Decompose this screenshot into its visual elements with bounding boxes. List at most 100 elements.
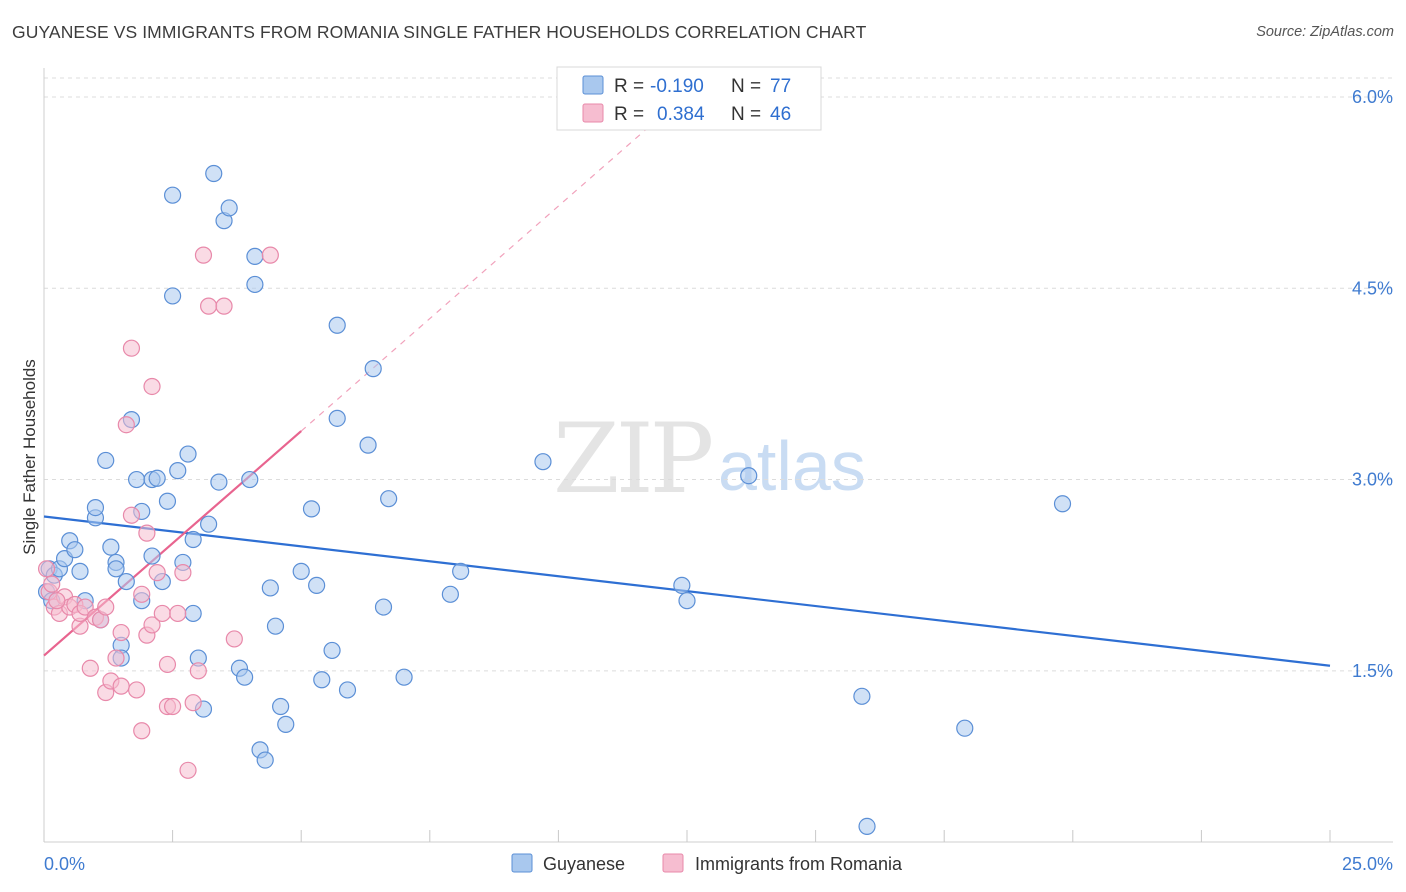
point-romania bbox=[261, 246, 279, 264]
point-guyanese bbox=[272, 697, 290, 716]
point-romania bbox=[133, 585, 151, 603]
bottom-legend-swatch-pink bbox=[662, 853, 684, 873]
point-guyanese bbox=[323, 641, 341, 660]
point-guyanese bbox=[246, 247, 264, 265]
point-guyanese bbox=[673, 576, 691, 594]
point-romania bbox=[194, 246, 213, 264]
y-tick-label: 3.0% bbox=[1352, 470, 1393, 490]
legend-n-value-pink: 46 bbox=[770, 104, 791, 125]
point-romania bbox=[107, 649, 125, 667]
point-guyanese bbox=[534, 453, 552, 471]
y-tick-label: 6.0% bbox=[1352, 87, 1393, 107]
x-tick-label-max: 25.0% bbox=[1342, 854, 1393, 874]
legend-swatch-pink bbox=[582, 103, 604, 123]
legend-n-label-pink: N = bbox=[731, 104, 761, 125]
point-romania bbox=[143, 377, 161, 396]
point-romania bbox=[184, 694, 202, 712]
point-guyanese bbox=[184, 604, 202, 623]
legend: R = -0.190 N = 77 R = 0.384 N = 46 bbox=[556, 66, 822, 131]
point-guyanese bbox=[277, 715, 295, 733]
point-layer bbox=[37, 164, 1072, 835]
point-guyanese bbox=[127, 470, 146, 489]
point-guyanese bbox=[107, 560, 125, 578]
watermark-zip: ZIP bbox=[553, 403, 712, 515]
point-guyanese bbox=[102, 538, 120, 556]
point-guyanese bbox=[313, 671, 331, 689]
point-guyanese bbox=[380, 490, 398, 508]
y-tick-label: 1.5% bbox=[1352, 661, 1393, 681]
legend-r-label-pink: R = bbox=[614, 104, 644, 125]
point-guyanese bbox=[308, 576, 326, 594]
point-guyanese bbox=[66, 541, 84, 559]
bottom-legend-swatch-blue bbox=[511, 853, 533, 873]
bottom-legend: Guyanese Immigrants from Romania bbox=[511, 853, 903, 874]
point-guyanese bbox=[241, 470, 259, 489]
y-axis-title: Single Father Households bbox=[20, 359, 39, 555]
point-guyanese bbox=[328, 409, 346, 427]
point-guyanese bbox=[395, 668, 413, 686]
point-guyanese bbox=[853, 687, 871, 705]
point-guyanese bbox=[678, 592, 696, 610]
point-romania bbox=[200, 297, 218, 315]
legend-r-label-blue: R = bbox=[614, 76, 644, 97]
point-romania bbox=[133, 722, 151, 740]
point-romania bbox=[148, 564, 166, 582]
point-guyanese bbox=[858, 817, 876, 835]
point-guyanese bbox=[97, 451, 115, 470]
point-romania bbox=[225, 630, 243, 648]
x-tick-label-min: 0.0% bbox=[44, 854, 85, 874]
point-romania bbox=[153, 604, 171, 623]
point-guyanese bbox=[164, 186, 182, 204]
point-guyanese bbox=[956, 719, 974, 737]
point-romania bbox=[112, 677, 130, 695]
point-guyanese bbox=[86, 499, 105, 517]
chart-source: Source: ZipAtlas.com bbox=[1256, 24, 1394, 40]
point-guyanese bbox=[205, 164, 223, 183]
point-guyanese bbox=[374, 598, 393, 616]
point-romania bbox=[164, 697, 182, 716]
point-romania bbox=[215, 297, 233, 315]
point-romania bbox=[138, 524, 156, 542]
point-guyanese bbox=[359, 436, 377, 454]
point-guyanese bbox=[261, 579, 279, 597]
point-guyanese bbox=[158, 492, 177, 510]
point-guyanese bbox=[148, 469, 166, 487]
point-romania bbox=[127, 681, 146, 699]
point-romania bbox=[158, 655, 177, 674]
point-guyanese bbox=[179, 445, 197, 463]
point-guyanese bbox=[1053, 495, 1072, 513]
point-romania bbox=[48, 592, 66, 610]
point-romania bbox=[76, 598, 94, 616]
point-guyanese bbox=[740, 467, 758, 485]
point-guyanese bbox=[164, 287, 182, 305]
point-guyanese bbox=[117, 572, 135, 591]
point-romania bbox=[37, 560, 56, 578]
point-romania bbox=[117, 416, 135, 434]
point-romania bbox=[43, 575, 61, 593]
point-romania bbox=[174, 564, 192, 582]
legend-n-label-blue: N = bbox=[731, 76, 761, 97]
point-romania bbox=[122, 506, 141, 524]
point-guyanese bbox=[220, 199, 238, 217]
point-guyanese bbox=[441, 585, 459, 603]
point-guyanese bbox=[292, 562, 310, 580]
watermark-atlas: atlas bbox=[718, 427, 866, 505]
bottom-legend-label-pink: Immigrants from Romania bbox=[695, 854, 903, 874]
point-guyanese bbox=[338, 681, 357, 699]
chart-title: GUYANESE VS IMMIGRANTS FROM ROMANIA SING… bbox=[12, 22, 867, 42]
point-guyanese bbox=[256, 751, 274, 769]
point-romania bbox=[169, 604, 187, 623]
point-romania bbox=[81, 659, 99, 677]
point-guyanese bbox=[364, 360, 382, 378]
bottom-legend-label-blue: Guyanese bbox=[543, 854, 625, 874]
point-guyanese bbox=[210, 473, 228, 491]
point-guyanese bbox=[452, 562, 470, 580]
y-tick-label: 4.5% bbox=[1352, 278, 1393, 298]
point-guyanese bbox=[328, 316, 346, 334]
point-guyanese bbox=[302, 500, 321, 518]
point-guyanese bbox=[143, 547, 161, 565]
legend-swatch-blue bbox=[582, 75, 604, 95]
point-romania bbox=[189, 662, 207, 680]
legend-r-value-pink: 0.384 bbox=[657, 104, 705, 125]
